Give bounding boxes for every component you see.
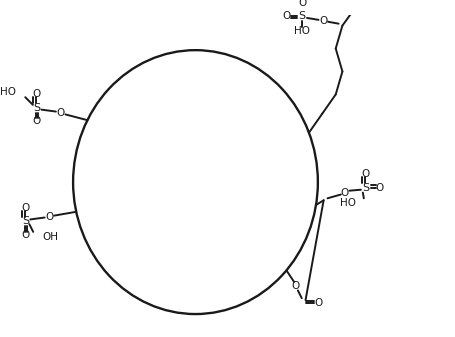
Text: O: O — [33, 89, 41, 99]
Text: O: O — [291, 281, 299, 291]
Text: HO: HO — [0, 87, 15, 97]
Text: OH: OH — [43, 232, 59, 242]
Text: O: O — [33, 116, 41, 126]
Text: O: O — [318, 16, 327, 26]
Text: O: O — [21, 203, 30, 213]
Text: O: O — [361, 170, 369, 179]
Text: O: O — [21, 230, 30, 240]
Text: O: O — [45, 212, 53, 221]
Text: O: O — [374, 183, 382, 193]
Text: HO: HO — [293, 26, 309, 36]
Text: O: O — [56, 108, 65, 118]
Text: O: O — [314, 298, 322, 308]
Text: O: O — [298, 0, 306, 8]
Text: HO: HO — [339, 198, 355, 208]
Text: O: O — [340, 188, 348, 197]
Text: S: S — [22, 216, 29, 226]
Text: O: O — [282, 11, 290, 21]
Text: S: S — [298, 11, 305, 21]
Text: S: S — [361, 183, 369, 193]
Text: S: S — [33, 103, 40, 113]
